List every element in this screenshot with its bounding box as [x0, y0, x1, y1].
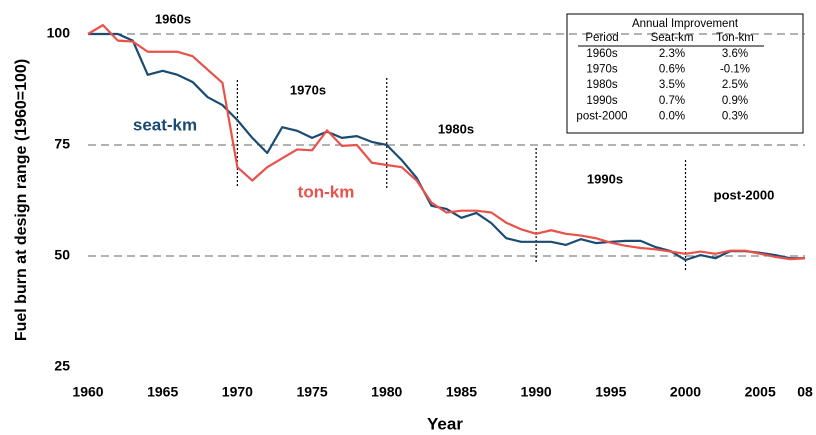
- table-cell: 2.3%: [659, 48, 685, 60]
- table-cell: 0.9%: [722, 95, 748, 107]
- table-cell: 3.6%: [722, 48, 748, 60]
- y-tick-label: 25: [54, 358, 70, 374]
- x-tick-label: 1980: [371, 384, 402, 400]
- y-tick-label: 100: [47, 25, 71, 41]
- x-tick-label: 1965: [147, 384, 178, 400]
- table-cell: 2.5%: [722, 79, 748, 91]
- y-axis-label: Fuel burn at design range (1960=100): [13, 59, 30, 341]
- period-label: 1960s: [155, 11, 191, 26]
- table-cell: 3.5%: [659, 79, 685, 91]
- x-tick-label: 1970: [222, 384, 253, 400]
- period-label: 1970s: [290, 82, 326, 97]
- x-tick-label: 1975: [296, 384, 327, 400]
- table-cell: 0.6%: [659, 64, 685, 76]
- table-box: [566, 13, 804, 134]
- table-cell: -0.1%: [720, 64, 750, 76]
- period-label: 1980s: [438, 121, 474, 136]
- x-tick-label: 1985: [446, 384, 477, 400]
- table-cell: 1960s: [586, 48, 618, 60]
- x-axis-label: Year: [427, 414, 463, 433]
- series-label: ton-km: [298, 182, 355, 201]
- series-line: [87, 24, 806, 261]
- table-cell: 1970s: [586, 64, 618, 76]
- x-tick-label: 1960: [72, 384, 103, 400]
- table-header: Seat-km: [651, 32, 694, 44]
- series-line: [88, 32, 805, 262]
- x-tick-label: 2005: [745, 384, 776, 400]
- x-tick-label: 08: [797, 384, 813, 400]
- table-title: Annual Improvement: [632, 18, 739, 30]
- table-cell: post-2000: [576, 110, 627, 122]
- table-header: Ton-km: [716, 32, 754, 44]
- table-cell: 0.0%: [659, 110, 685, 122]
- x-tick-label: 1990: [521, 384, 552, 400]
- table-cell: 0.7%: [659, 95, 685, 107]
- table-cell: 1980s: [586, 79, 618, 91]
- table-cell: 0.3%: [722, 110, 748, 122]
- x-tick-label: 2000: [670, 384, 701, 400]
- y-tick-label: 75: [54, 136, 70, 152]
- period-label: post-2000: [714, 187, 775, 202]
- table-cell: 1990s: [586, 95, 618, 107]
- x-tick-label: 1995: [595, 384, 626, 400]
- series-label: seat-km: [133, 115, 197, 134]
- table-header: Period: [585, 32, 618, 44]
- period-label: 1990s: [587, 171, 623, 186]
- y-tick-label: 50: [54, 247, 70, 263]
